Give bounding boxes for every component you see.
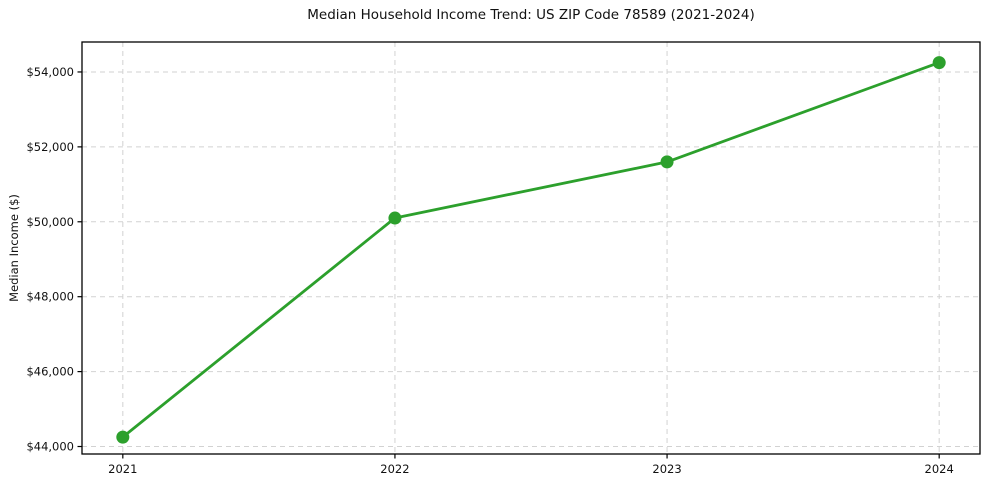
data-point-2021 — [116, 430, 130, 444]
y-tick-label: $50,000 — [26, 215, 74, 229]
x-tick-label: 2023 — [652, 462, 681, 476]
y-tick-label: $48,000 — [26, 290, 74, 304]
y-tick-label: $52,000 — [26, 140, 74, 154]
data-point-2024 — [932, 56, 946, 70]
data-point-2023 — [660, 155, 674, 169]
axes-border — [81, 41, 981, 455]
x-tick-label: 2022 — [380, 462, 409, 476]
y-tick-label: $54,000 — [26, 65, 74, 79]
chart-title: Median Household Income Trend: US ZIP Co… — [307, 7, 755, 23]
data-point-2022 — [388, 211, 402, 225]
y-tick-label: $44,000 — [26, 440, 74, 454]
x-tick-label: 2021 — [108, 462, 137, 476]
series-line — [121, 61, 941, 439]
x-tick-label: 2024 — [925, 462, 954, 476]
y-tick-label: $46,000 — [26, 365, 74, 379]
